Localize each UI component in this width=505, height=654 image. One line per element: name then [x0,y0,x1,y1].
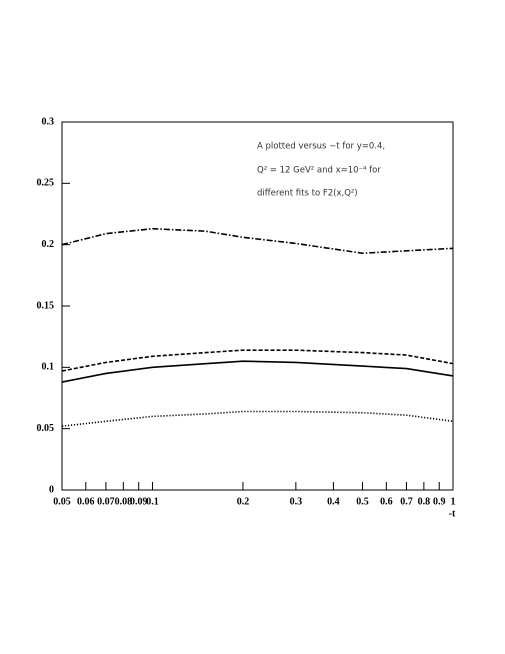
annotation: Q² = 12 GeV² and x=10⁻⁴ for [257,166,381,176]
y-tick-label: 0.05 [37,423,55,434]
y-tick-label: 0.1 [42,362,55,373]
annotation: A plotted versus −t for y=0.4, [257,142,385,152]
x-tick-label: 0.7 [400,496,413,507]
x-tick-label: 1 [451,496,456,507]
annotation: different fits to F2(x,Q²) [257,189,358,199]
plot-frame [61,121,454,491]
x-tick-label: 0.6 [380,496,393,507]
x-tick-label: 0.09 [130,496,148,507]
x-tick-label: 0.05 [53,496,71,507]
y-tick-label: 0.15 [37,300,55,311]
x-tick-label: 0.8 [418,496,431,507]
x-tick-label: 0.08 [115,496,133,507]
line-series [61,349,454,372]
x-tick-label: 0.2 [237,496,250,507]
x-tick-label: 0.1 [146,496,159,507]
x-tick-label: 0.9 [433,496,446,507]
y-tick-label: 0.3 [42,116,55,127]
y-tick-label: 0.25 [37,178,55,189]
x-axis-label: -t [449,508,456,519]
x-tick-label: 0.06 [77,496,95,507]
line-series [61,360,454,383]
x-tick-label: 0.07 [97,496,115,507]
y-tick-label: 0.2 [42,239,55,250]
y-tick-label: 0 [49,484,54,495]
x-tick-label: 0.4 [327,496,340,507]
x-tick-label: 0.3 [290,496,303,507]
line-series [61,227,454,255]
line-series [61,410,454,428]
x-tick-label: 0.5 [356,496,369,507]
